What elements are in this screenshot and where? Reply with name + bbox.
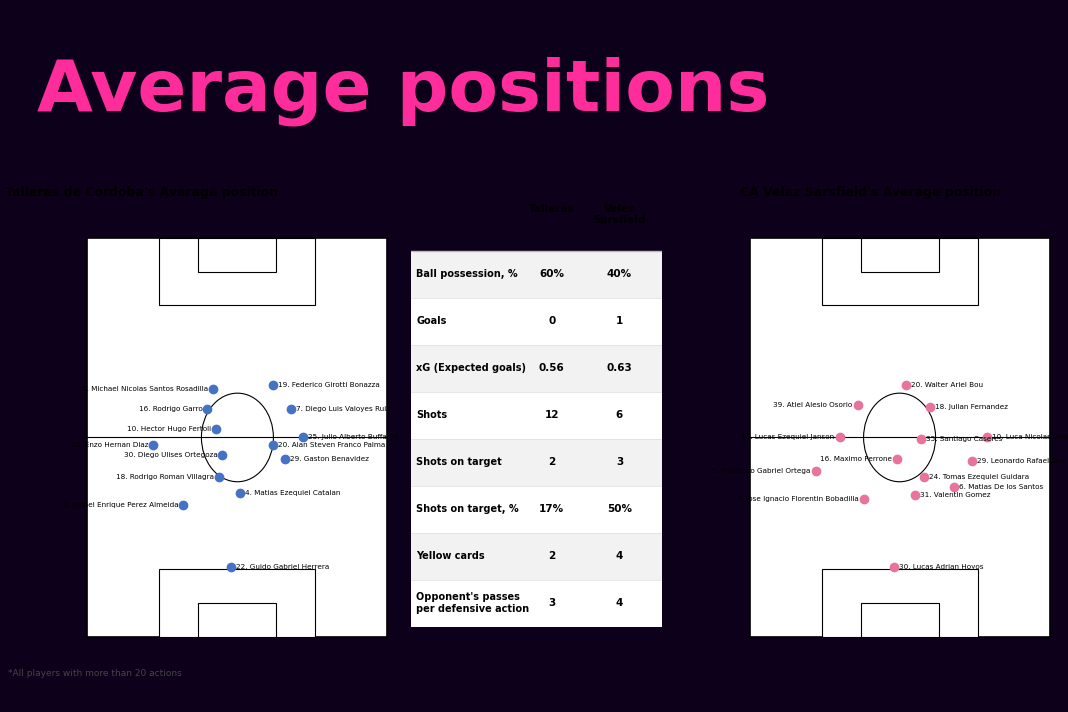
Text: Shots on target: Shots on target	[417, 457, 502, 467]
Text: 50%: 50%	[607, 504, 632, 514]
Text: 4. Matias Ezequiel Catalan: 4. Matias Ezequiel Catalan	[246, 491, 341, 496]
Text: 4: 4	[616, 598, 624, 608]
Bar	[199, 238, 277, 271]
Bar	[411, 439, 662, 486]
Text: 16. Rodrigo Garro: 16. Rodrigo Garro	[139, 407, 203, 412]
Bar	[821, 570, 977, 637]
Text: 40%: 40%	[607, 269, 632, 279]
Text: 2: 2	[548, 551, 555, 561]
Text: *All players with more than 20 actions: *All players with more than 20 actions	[9, 669, 182, 679]
Text: 22. Guido Gabriel Herrera: 22. Guido Gabriel Herrera	[236, 565, 330, 570]
Text: Average positions: Average positions	[37, 56, 770, 125]
Text: 18. Rodrigo Roman Villagra: 18. Rodrigo Roman Villagra	[116, 474, 215, 481]
Text: 24. Tomas Ezequiel Guidara: 24. Tomas Ezequiel Guidara	[928, 474, 1028, 481]
Text: 0: 0	[548, 316, 555, 326]
Text: 11. Lucas Ezequiel Janson: 11. Lucas Ezequiel Janson	[741, 434, 834, 441]
Text: 17%: 17%	[539, 504, 564, 514]
Text: 19. Federico Girotti Bonazza: 19. Federico Girotti Bonazza	[279, 382, 380, 389]
Bar	[159, 570, 315, 637]
Text: 7. Jose Ignacio Florentin Bobadilla: 7. Jose Ignacio Florentin Bobadilla	[737, 496, 859, 503]
Text: 3: 3	[548, 598, 555, 608]
Text: 30. Lucas Adrian Hoyos: 30. Lucas Adrian Hoyos	[898, 565, 983, 570]
Text: 25. Julio Alberto Buffarini: 25. Julio Alberto Buffarini	[309, 434, 398, 441]
Bar	[861, 238, 939, 271]
Bar	[411, 392, 662, 439]
Text: 60%: 60%	[539, 269, 564, 279]
Text: 10. Hector Hugo Fertoli: 10. Hector Hugo Fertoli	[127, 426, 211, 432]
Text: 10. Luca Nicolas Orellano: 10. Luca Nicolas Orellano	[991, 434, 1068, 441]
Text: 20. Walter Ariel Bou: 20. Walter Ariel Bou	[911, 382, 983, 389]
Text: 6: 6	[616, 410, 623, 420]
Text: 5. Francisco Gabriel Ortega: 5. Francisco Gabriel Ortega	[712, 468, 811, 474]
Text: 29. Gaston Benavidez: 29. Gaston Benavidez	[290, 456, 370, 463]
Bar	[159, 238, 315, 305]
Text: 20. Alan Steven Franco Palma: 20. Alan Steven Franco Palma	[279, 442, 386, 449]
Bar	[411, 251, 662, 298]
Bar	[411, 533, 662, 580]
Text: Shots: Shots	[417, 410, 447, 420]
Bar	[199, 603, 277, 637]
Text: 0.56: 0.56	[539, 363, 565, 373]
Text: 4: 4	[616, 551, 624, 561]
Text: 39. Atiel Alesio Osorio: 39. Atiel Alesio Osorio	[773, 402, 852, 409]
Text: 16. Maximo Perrone: 16. Maximo Perrone	[819, 456, 892, 463]
Bar	[411, 486, 662, 533]
Text: 0.63: 0.63	[607, 363, 632, 373]
Text: Goals: Goals	[417, 316, 446, 326]
Text: 18. Julian Fernandez: 18. Julian Fernandez	[934, 404, 1007, 410]
Bar	[88, 238, 388, 637]
Text: Opponent's passes
per defensive action: Opponent's passes per defensive action	[417, 592, 530, 614]
Text: 3: 3	[616, 457, 623, 467]
Text: 2. Rafael Enrique Perez Almeida: 2. Rafael Enrique Perez Almeida	[63, 503, 178, 508]
Text: 7. Diego Luis Valoyes Ruiz: 7. Diego Luis Valoyes Ruiz	[297, 407, 391, 412]
Bar	[750, 238, 1050, 637]
Text: 2: 2	[548, 457, 555, 467]
Text: 6. Matias De los Santos: 6. Matias De los Santos	[959, 484, 1042, 491]
Text: 12: 12	[545, 410, 559, 420]
Bar	[411, 345, 662, 392]
Text: 15. Enzo Hernan Diaz: 15. Enzo Hernan Diaz	[70, 442, 148, 449]
Text: Yellow cards: Yellow cards	[417, 551, 485, 561]
Text: Shots on target, %: Shots on target, %	[417, 504, 519, 514]
Text: 9. Michael Nicolas Santos Rosadilla: 9. Michael Nicolas Santos Rosadilla	[82, 387, 208, 392]
Text: CA Velez Sarsfield's Average position: CA Velez Sarsfield's Average position	[740, 187, 1001, 199]
Text: 31. Valentin Gomez: 31. Valentin Gomez	[920, 493, 990, 498]
Text: Talleres: Talleres	[529, 204, 575, 214]
Bar	[861, 603, 939, 637]
Bar	[821, 238, 977, 305]
Text: 1: 1	[616, 316, 623, 326]
Text: xG (Expected goals): xG (Expected goals)	[417, 363, 527, 373]
Text: 30. Diego Ulises Ortegoza: 30. Diego Ulises Ortegoza	[124, 452, 218, 459]
Text: 35. Santiago Caseres: 35. Santiago Caseres	[926, 436, 1002, 442]
Text: Velez
Sarsfield: Velez Sarsfield	[594, 204, 646, 225]
Bar	[411, 580, 662, 627]
Text: 29. Leonardo Rafael Jara: 29. Leonardo Rafael Jara	[976, 459, 1065, 464]
Bar	[411, 298, 662, 345]
Text: Talleres de Cordoba's Average position: Talleres de Cordoba's Average position	[5, 187, 278, 199]
Text: Ball possession, %: Ball possession, %	[417, 269, 518, 279]
